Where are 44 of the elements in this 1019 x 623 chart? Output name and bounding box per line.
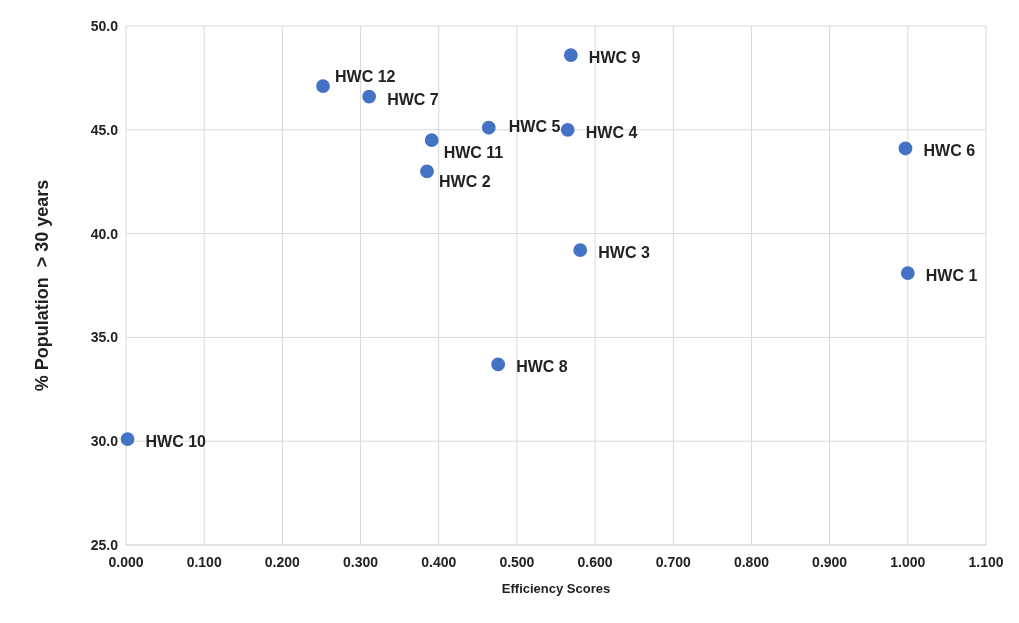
y-tick-label: 30.0 [90, 433, 119, 450]
annotation: HWC 2 [439, 173, 491, 191]
point [362, 89, 377, 104]
annotation: HWC 12 [335, 68, 396, 86]
point [900, 266, 915, 280]
point [560, 122, 575, 137]
annotation: HWC 9 [588, 49, 641, 67]
point [898, 141, 913, 156]
annotation: HWC 1 [925, 267, 978, 285]
x-tick-label: 1.100 [968, 554, 1004, 570]
annotation: HWC 4 [585, 123, 638, 141]
annotation: HWC 8 [516, 358, 568, 376]
annotation: HWC 3 [598, 244, 650, 262]
annotation: HWC 6 [923, 142, 976, 160]
y-tick-label: 50.0 [90, 18, 119, 34]
annotation: HWC 5 [508, 117, 561, 135]
y-tick-label: 40.0 [90, 225, 119, 242]
point [424, 133, 439, 148]
point [120, 432, 135, 447]
x-tick-label: 1.000 [890, 554, 926, 570]
annotation: HWC 7 [387, 90, 439, 108]
annotation: HWC 11 [443, 144, 504, 162]
point [481, 120, 496, 135]
point [573, 243, 588, 258]
x-tick-label: 0.900 [812, 554, 848, 570]
x-tick-label: 0.600 [577, 554, 613, 570]
point [491, 357, 506, 372]
x-tick-label: 0.400 [421, 554, 457, 570]
point [316, 79, 330, 94]
y-tick-label: 45.0 [90, 121, 119, 138]
x-tick-label: 0.200 [264, 554, 301, 570]
y-tick-label: 25.0 [90, 537, 119, 553]
point [563, 48, 578, 62]
x-tick-label: 0.000 [108, 554, 144, 570]
x-axis-title: Efficiency Scores [501, 581, 611, 596]
x-tick-label: 0.300 [343, 554, 379, 570]
x-tick-label: 0.500 [499, 554, 535, 570]
x-tick-label: 0.800 [733, 554, 770, 570]
x-tick-label: 0.100 [186, 554, 222, 570]
annotation: HWC 10 [145, 433, 207, 451]
y-axis-title: % Population > 30 years [32, 179, 52, 392]
x-tick-label: 0.700 [655, 554, 691, 570]
y-tick-label: 35.0 [90, 329, 119, 346]
point [420, 164, 434, 179]
